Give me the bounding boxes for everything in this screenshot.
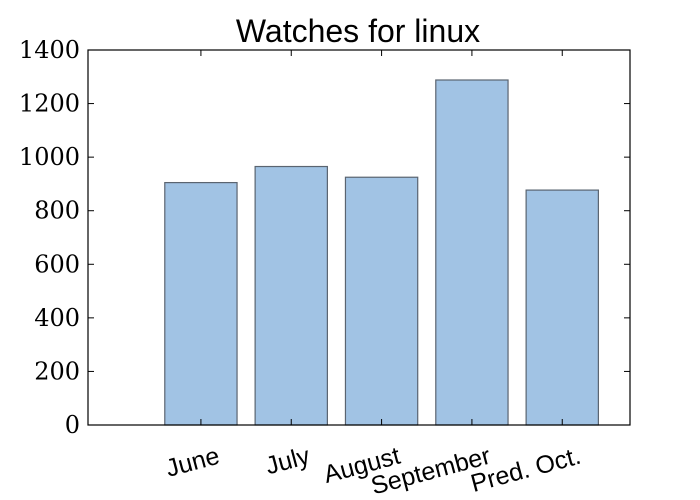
ytick-label-400: 400: [34, 304, 80, 332]
ytick-label-1200: 1200: [19, 90, 80, 118]
bar-pred-oct: [525, 189, 599, 426]
ytick-label-1000: 1000: [19, 143, 80, 171]
chart-title: Watches for linux: [236, 13, 480, 49]
ticks-layer: [88, 49, 630, 426]
plot-area-frame: [87, 49, 631, 426]
bar-july: [254, 165, 328, 426]
ytick-label-800: 800: [34, 197, 80, 225]
ytick-label-0: 0: [65, 411, 80, 439]
bar-june: [164, 181, 238, 426]
bar-august: [344, 176, 419, 426]
ytick-label-200: 200: [34, 357, 80, 385]
bars-layer: [164, 79, 599, 426]
ytick-label-600: 600: [34, 250, 80, 278]
bar-september: [435, 79, 509, 426]
ytick-label-1400: 1400: [19, 36, 80, 64]
xtick-label-july: July: [263, 442, 314, 481]
xtick-label-june: June: [163, 442, 223, 483]
